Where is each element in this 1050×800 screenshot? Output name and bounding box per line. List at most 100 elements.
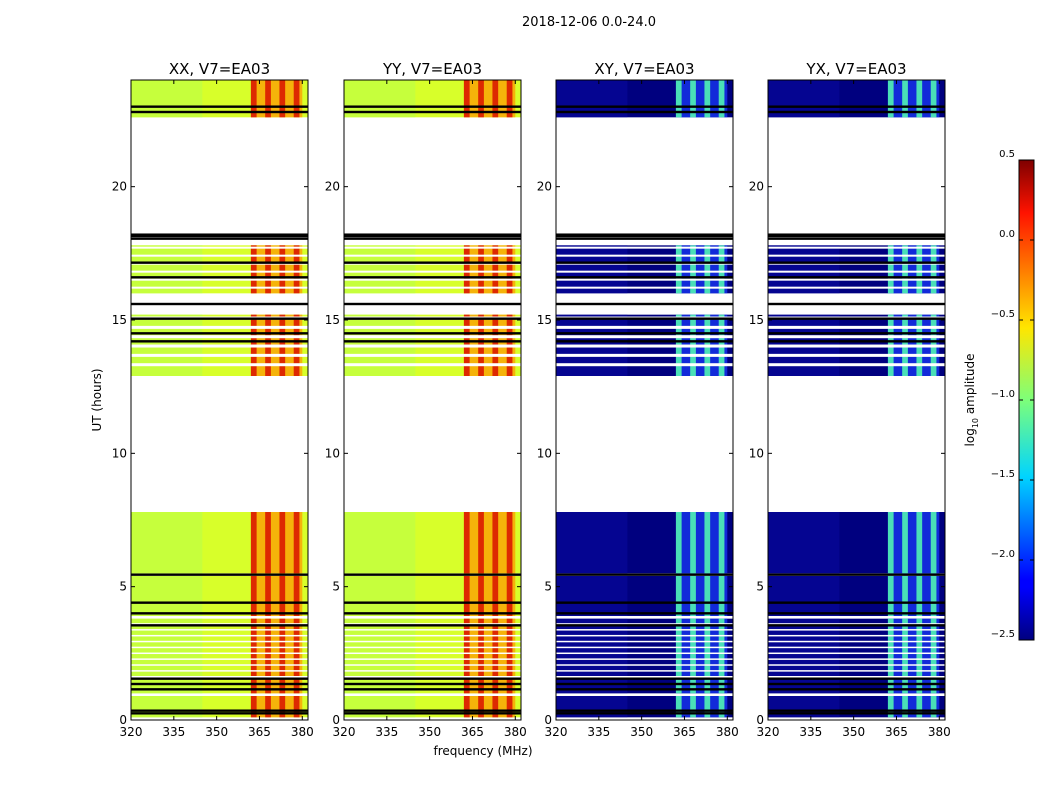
gap-line [768,286,945,289]
data-block-edge [344,696,416,718]
rfi-column [279,245,286,294]
rfi-column [916,696,923,718]
rfi-column [463,512,470,574]
rfi-column [279,80,286,118]
gap-line [556,646,733,649]
rfi-column [492,80,499,118]
flag-line [768,688,945,691]
flag-line [131,110,308,114]
gap-line [344,664,521,666]
rfi-column [916,576,923,616]
rfi-column [704,576,711,616]
rfi-column [506,576,513,616]
data-block-edge [768,245,840,294]
gap-line [344,676,521,678]
gap-line [556,670,733,672]
y-axis-label: UT (hours) [90,368,104,431]
panel-frame [343,79,522,721]
gap-line [556,640,733,643]
gap-line [556,278,733,281]
rfi-column [916,80,923,118]
flag-line [344,712,521,715]
rfi-column [675,576,682,616]
flag-line [556,332,733,335]
flag-line [768,234,945,238]
flag-line [768,302,945,306]
y-tick-label: 10 [537,446,552,460]
gap-line [344,634,521,637]
rfi-column [704,245,711,294]
gap-line [768,363,945,367]
flag-line [556,317,733,320]
y-tick-label: 20 [112,180,127,194]
gap-line [131,278,308,281]
y-tick-label: 15 [749,313,764,327]
rfi-column [690,245,696,294]
rfi-column [250,696,257,718]
rfi-column [887,576,894,616]
data-block-edge [131,512,203,574]
gap-line [131,325,308,329]
rfi-column [265,80,271,118]
y-tick-label: 5 [544,580,552,594]
gap-line [768,652,945,655]
x-tick-label: 335 [375,725,398,739]
y-tick-label: 20 [325,180,340,194]
data-block-edge [344,245,416,294]
flag-line [131,237,308,240]
flag-line [344,688,521,691]
flag-line [131,276,308,279]
gap-line [131,286,308,289]
gap-line [556,325,733,329]
rfi-column [930,576,937,616]
rfi-column [478,696,484,718]
gap-line [768,344,945,348]
rfi-column [675,512,682,574]
rfi-column [916,245,923,294]
flag-line [131,677,308,680]
flag-line [556,677,733,680]
rfi-column [887,618,894,694]
rfi-band [887,245,940,294]
x-tick-label: 350 [630,725,653,739]
gap-line [768,640,945,643]
flag-line [344,237,521,240]
gap-line [768,676,945,678]
x-tick-label: 350 [418,725,441,739]
rfi-column [265,618,271,694]
colorbar-label: log10 amplitude [963,354,980,447]
flag-line [344,677,521,680]
gap-line [556,270,733,273]
colorbar-tick-label: −2.0 [991,549,1015,560]
flag-line [344,709,521,712]
flag-line [131,709,308,712]
gap-line [344,363,521,367]
flag-line [768,624,945,627]
rfi-column [293,80,300,118]
rfi-column [250,576,257,616]
gap-line [556,254,733,257]
y-tick-label: 5 [756,580,764,594]
panel-frame [767,79,946,721]
flag-line [344,682,521,686]
y-tick-label: 20 [537,180,552,194]
flag-line [344,624,521,627]
rfi-band [675,576,728,616]
rfi-column [279,696,286,718]
flag-line [768,612,945,615]
x-tick-label: 320 [545,725,568,739]
gap-line [768,246,945,249]
flag-line [768,340,945,343]
flag-line [344,317,521,320]
flag-line [131,601,308,604]
colorbar-tick-label: −1.0 [991,389,1015,400]
rfi-column [916,618,923,694]
flag-line [768,276,945,279]
rfi-column [478,618,484,694]
y-tick-label: 15 [112,313,127,327]
gap-line [344,640,521,643]
rfi-column [930,696,937,718]
gap-line [131,363,308,367]
gap-line [344,652,521,655]
panel-title: XY, V7=EA03 [594,60,694,78]
